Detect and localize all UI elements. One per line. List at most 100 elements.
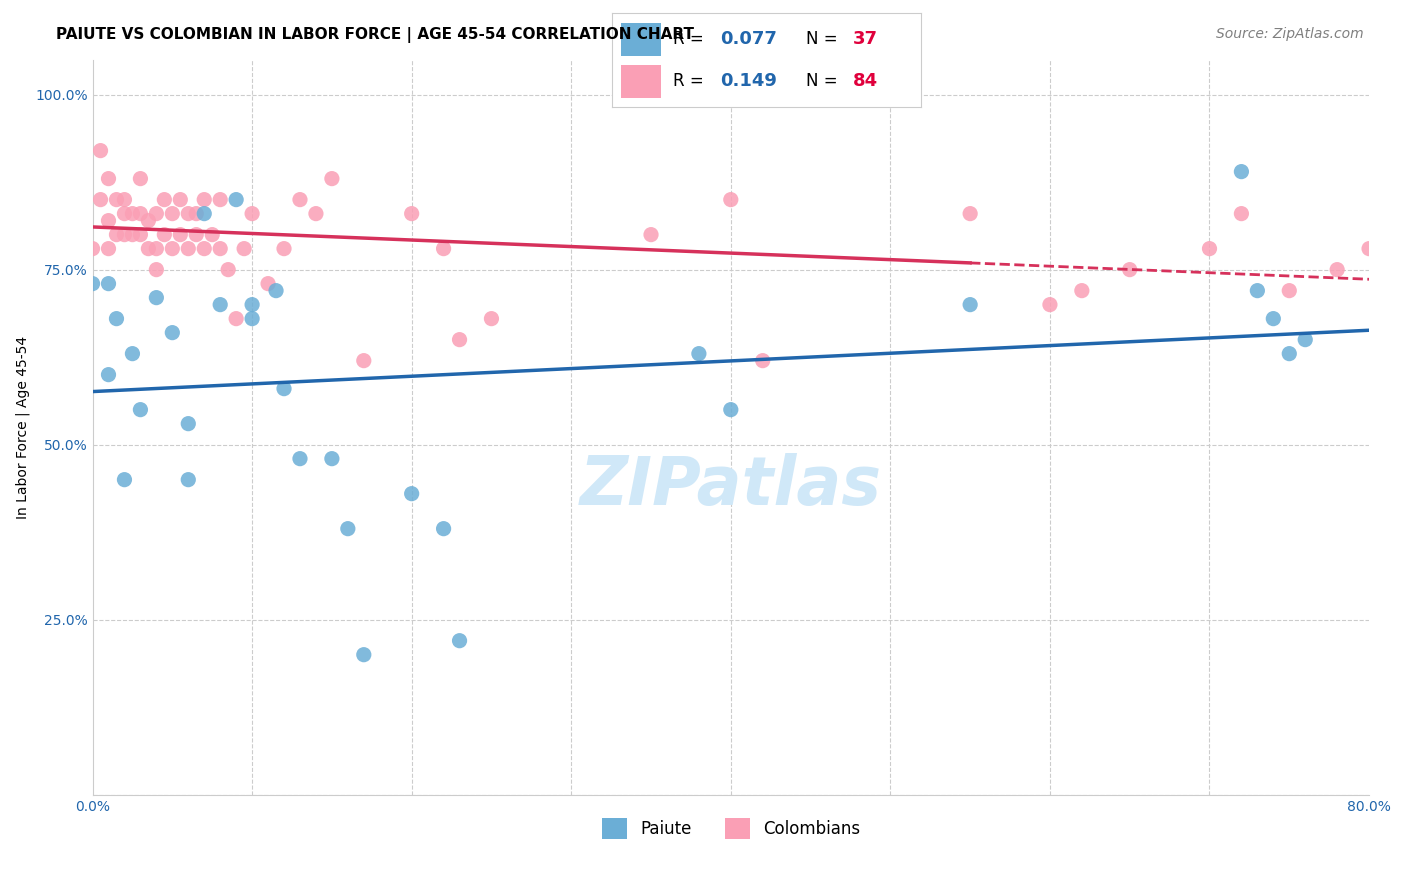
Point	[177, 242, 200, 256]
FancyBboxPatch shape	[621, 22, 661, 55]
Point	[449, 333, 471, 347]
Point	[129, 227, 152, 242]
Point	[177, 473, 200, 487]
Point	[201, 227, 224, 242]
Point	[1294, 333, 1316, 347]
Point	[153, 193, 176, 207]
Point	[97, 213, 120, 227]
Point	[162, 206, 184, 220]
Text: R =: R =	[673, 72, 710, 90]
Point	[114, 206, 136, 220]
Text: 84: 84	[853, 72, 877, 90]
Point	[145, 291, 167, 305]
Point	[97, 171, 120, 186]
Point	[114, 227, 136, 242]
Point	[105, 311, 128, 326]
Point	[162, 242, 184, 256]
Point	[145, 262, 167, 277]
Text: 37: 37	[853, 29, 877, 47]
Point	[336, 522, 359, 536]
Point	[169, 193, 191, 207]
Point	[114, 193, 136, 207]
Point	[217, 262, 239, 277]
Point	[153, 227, 176, 242]
Point	[129, 171, 152, 186]
Point	[432, 242, 454, 256]
Point	[186, 227, 208, 242]
Point	[1358, 242, 1381, 256]
Point	[233, 242, 256, 256]
Point	[97, 242, 120, 256]
Point	[401, 206, 423, 220]
Point	[321, 451, 343, 466]
Point	[1070, 284, 1092, 298]
Point	[1230, 206, 1253, 220]
Point	[959, 298, 981, 312]
Point	[240, 311, 263, 326]
Text: N =: N =	[807, 72, 844, 90]
Text: 0.077: 0.077	[720, 29, 776, 47]
Point	[264, 284, 287, 298]
Point	[82, 242, 104, 256]
Point	[138, 213, 160, 227]
Point	[1278, 346, 1301, 360]
Point	[89, 193, 111, 207]
Point	[1198, 242, 1220, 256]
Point	[1039, 298, 1062, 312]
Point	[1326, 262, 1348, 277]
Point	[193, 193, 215, 207]
Point	[401, 486, 423, 500]
Point	[481, 311, 503, 326]
Point	[1263, 311, 1285, 326]
Point	[959, 206, 981, 220]
Point	[1230, 164, 1253, 178]
Text: N =: N =	[807, 29, 844, 47]
FancyBboxPatch shape	[621, 65, 661, 98]
Point	[240, 206, 263, 220]
Point	[449, 633, 471, 648]
Point	[273, 242, 295, 256]
Point	[751, 353, 773, 368]
Point	[209, 242, 232, 256]
Point	[1246, 284, 1268, 298]
Point	[688, 346, 710, 360]
Legend: Paiute, Colombians: Paiute, Colombians	[595, 812, 866, 846]
Point	[145, 206, 167, 220]
Point	[82, 277, 104, 291]
Point	[209, 298, 232, 312]
Point	[97, 368, 120, 382]
Point	[177, 206, 200, 220]
Text: Source: ZipAtlas.com: Source: ZipAtlas.com	[1216, 27, 1364, 41]
Point	[720, 402, 742, 417]
Point	[305, 206, 328, 220]
Point	[114, 473, 136, 487]
Point	[225, 193, 247, 207]
Point	[145, 242, 167, 256]
Point	[321, 171, 343, 186]
Point	[209, 193, 232, 207]
Point	[257, 277, 280, 291]
Point	[121, 346, 143, 360]
Text: R =: R =	[673, 29, 710, 47]
Text: PAIUTE VS COLOMBIAN IN LABOR FORCE | AGE 45-54 CORRELATION CHART: PAIUTE VS COLOMBIAN IN LABOR FORCE | AGE…	[56, 27, 695, 43]
Point	[353, 648, 375, 662]
Point	[162, 326, 184, 340]
Point	[1278, 284, 1301, 298]
Point	[193, 206, 215, 220]
Point	[169, 227, 191, 242]
Point	[432, 522, 454, 536]
Point	[720, 193, 742, 207]
Point	[640, 227, 662, 242]
Text: 0.149: 0.149	[720, 72, 776, 90]
Y-axis label: In Labor Force | Age 45-54: In Labor Force | Age 45-54	[15, 335, 30, 519]
Point	[89, 144, 111, 158]
Point	[186, 206, 208, 220]
Point	[105, 227, 128, 242]
Point	[288, 451, 311, 466]
Point	[105, 193, 128, 207]
Point	[138, 242, 160, 256]
Point	[240, 298, 263, 312]
Point	[129, 402, 152, 417]
Point	[177, 417, 200, 431]
Text: ZIPatlas: ZIPatlas	[579, 453, 882, 519]
